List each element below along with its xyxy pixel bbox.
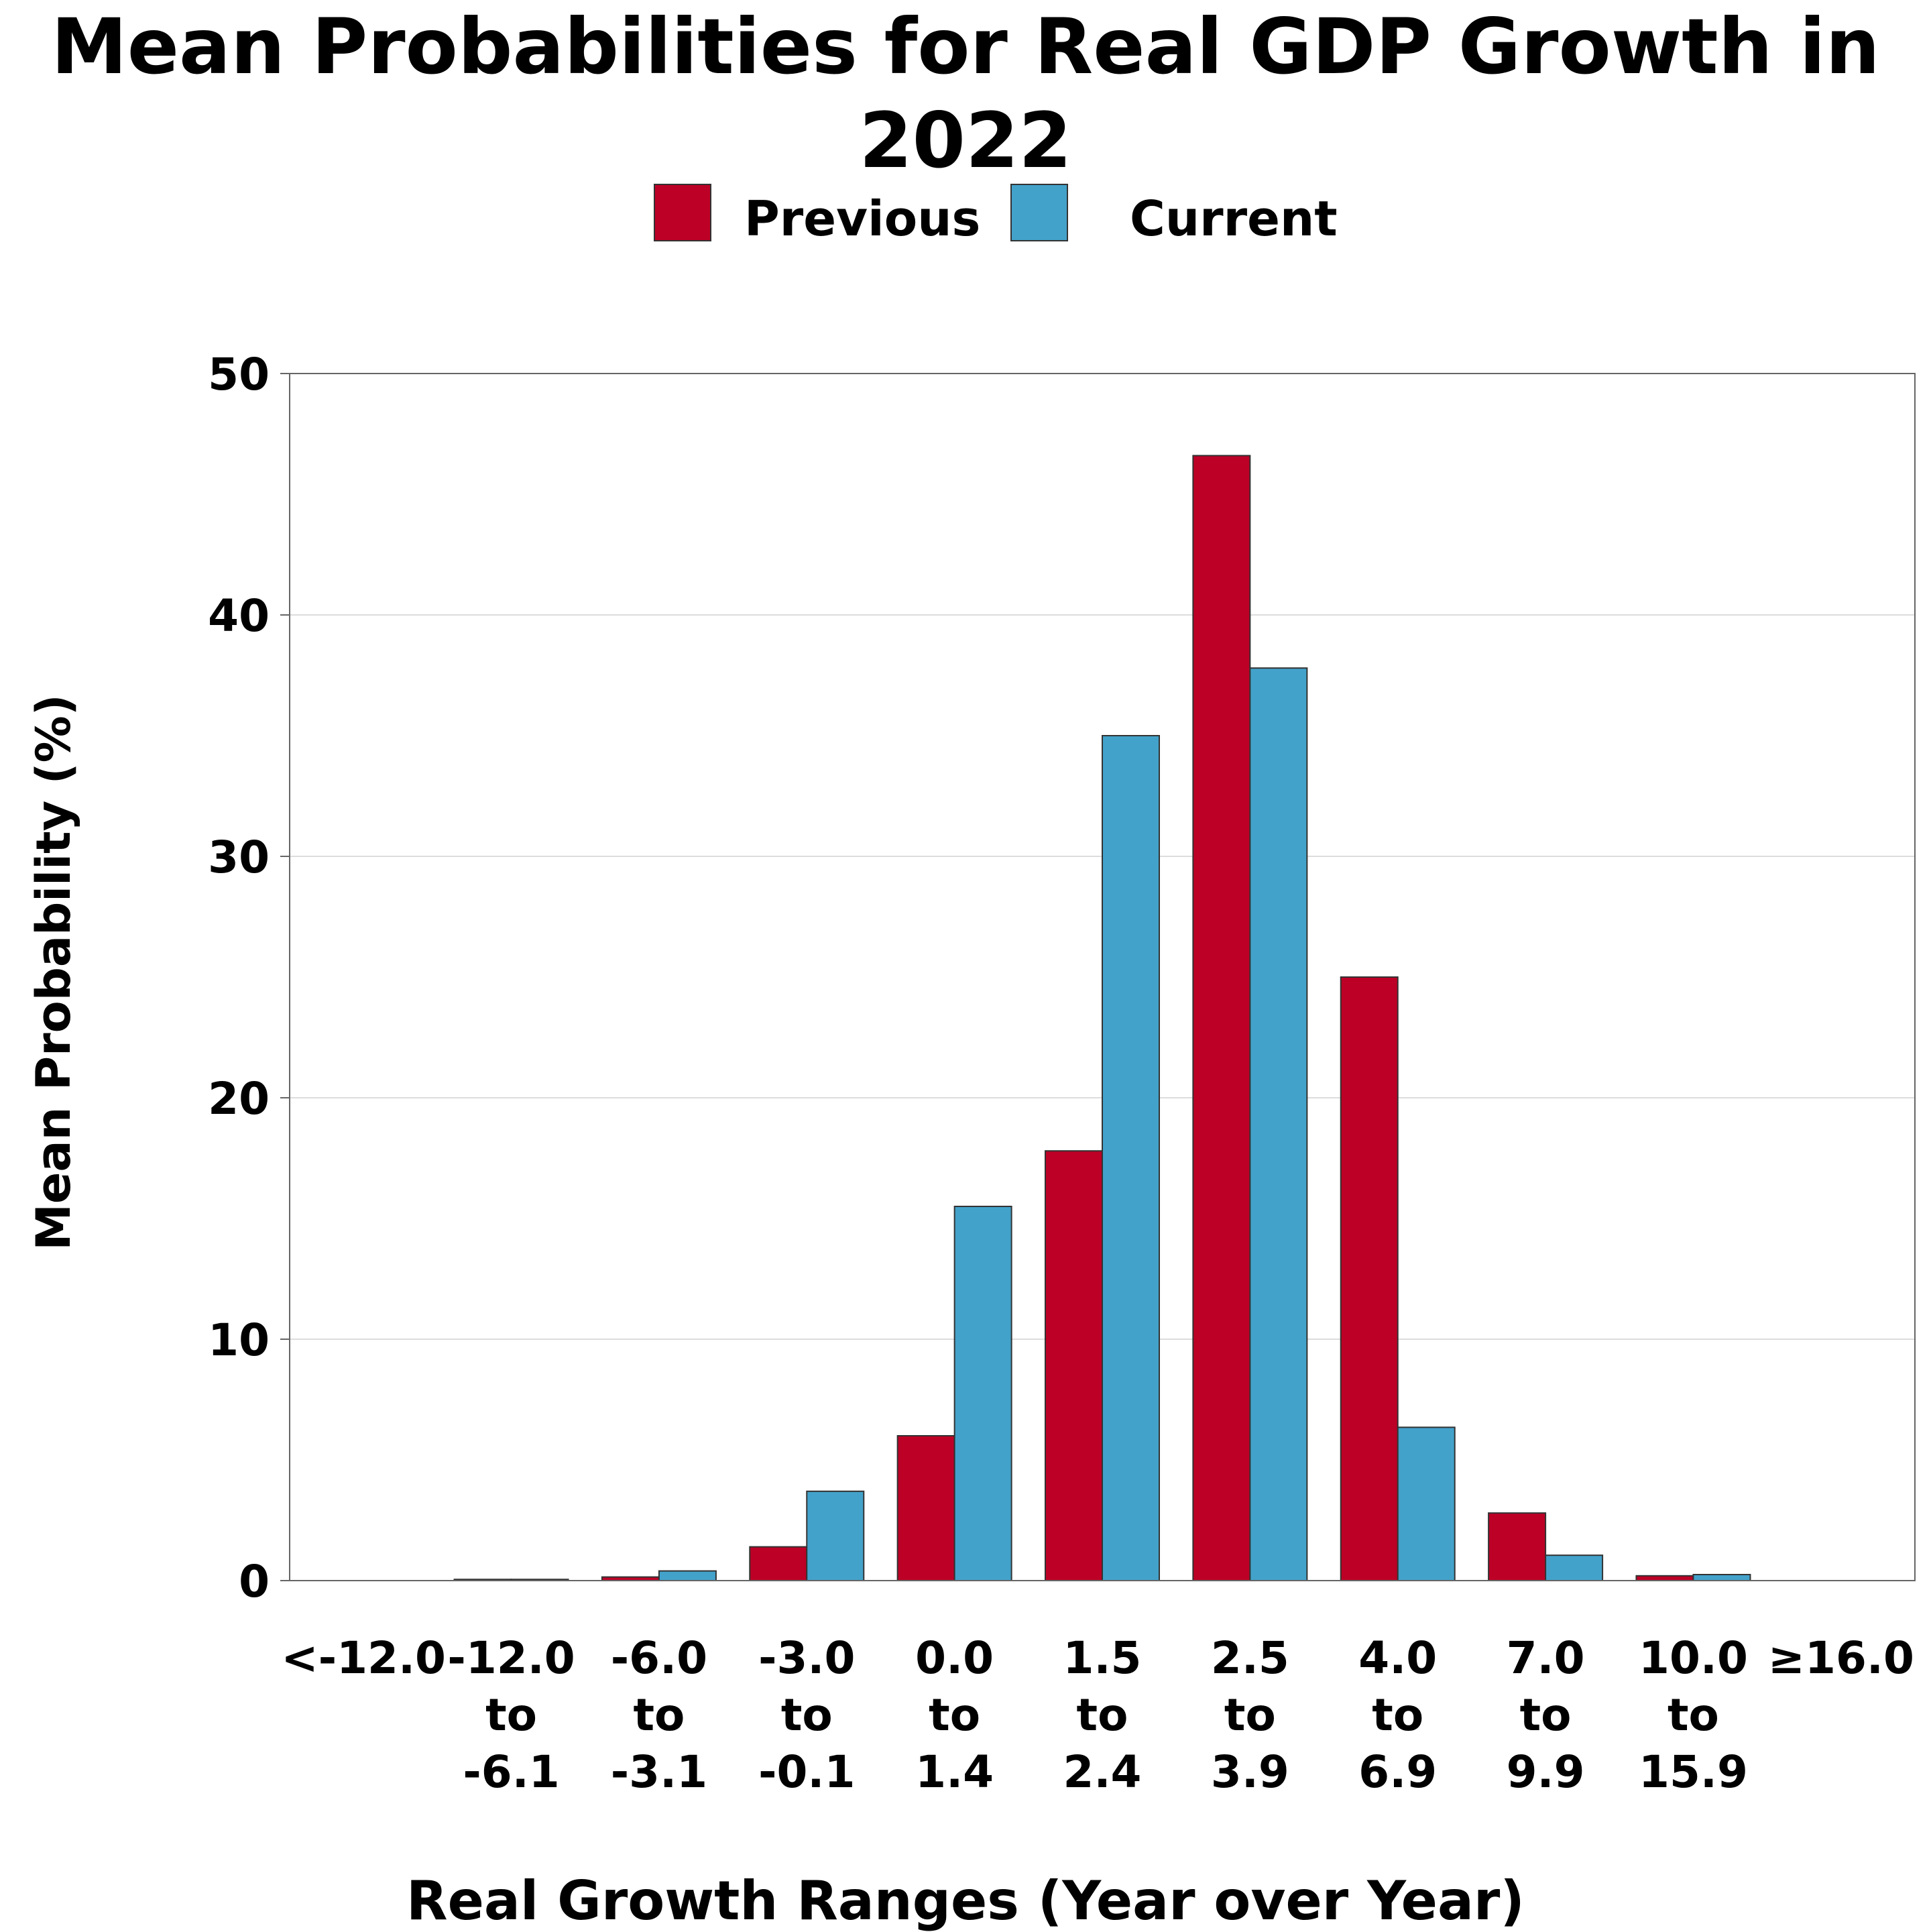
x-tick-label: 4.0 to 6.9 <box>1358 1632 1437 1798</box>
x-tick-label: ≥16.0 <box>1768 1632 1914 1684</box>
legend-swatch-current <box>1010 184 1068 241</box>
x-tick-label: -12.0 to -6.1 <box>447 1632 575 1798</box>
legend-swatch-previous <box>654 184 711 241</box>
x-tick-label-line: 0.0 <box>915 1632 994 1684</box>
bar-current-5 <box>1102 735 1160 1581</box>
x-tick-label-line: 7.0 <box>1507 1632 1585 1684</box>
y-tick-label: 40 <box>208 590 270 642</box>
bar-current-8 <box>1545 1554 1604 1581</box>
x-tick-label-line: to <box>1077 1689 1128 1741</box>
x-tick-label-line: -3.1 <box>611 1746 707 1798</box>
y-tick-label: 50 <box>208 349 270 400</box>
y-tick-label: 0 <box>239 1556 270 1607</box>
x-tick-label: 10.0 to 15.9 <box>1639 1632 1748 1798</box>
x-tick-label-line: -12.0 <box>447 1632 575 1684</box>
y-tick-label: 20 <box>208 1073 270 1125</box>
x-tick-label-line: to <box>781 1689 833 1741</box>
x-tick-label: <-12.0 <box>281 1632 446 1684</box>
bar-current-9 <box>1692 1574 1751 1581</box>
bar-current-3 <box>806 1490 865 1582</box>
x-tick-label-line: to <box>485 1689 537 1741</box>
bar-previous-9 <box>1635 1575 1694 1582</box>
bar-current-2 <box>658 1570 717 1582</box>
x-tick-label-line: -3.0 <box>758 1632 855 1684</box>
x-tick-label-line: <-12.0 <box>281 1632 446 1684</box>
bar-previous-3 <box>749 1546 808 1582</box>
x-axis-label: Real Growth Ranges (Year over Year) <box>406 1870 1525 1932</box>
y-tick-label: 30 <box>208 832 270 883</box>
x-tick-label-line: 2.5 <box>1211 1632 1289 1684</box>
bar-previous-8 <box>1488 1512 1547 1581</box>
x-tick-label-line: -6.1 <box>463 1746 559 1798</box>
x-tick-label-line: 6.9 <box>1358 1746 1437 1798</box>
x-tick-label-line: to <box>633 1689 685 1741</box>
x-tick-label-line: to <box>1667 1689 1719 1741</box>
chart-title: Mean Probabilities for Real GDP Growth i… <box>51 2 1880 185</box>
x-tick-label-line: 4.0 <box>1358 1632 1437 1684</box>
y-axis: 0 10 20 30 40 50 <box>208 349 290 1607</box>
bar-current-4 <box>953 1206 1012 1581</box>
x-tick-label-line: to <box>1224 1689 1276 1741</box>
plot-frame <box>289 373 1916 1581</box>
bars <box>453 455 1751 1582</box>
x-tick-label-line: -6.0 <box>611 1632 707 1684</box>
x-axis: <-12.0 -12.0 to -6.1-6.0 to -3.1-3.0 to -0.10.0… <box>281 1632 1914 1798</box>
x-tick-label-line: to <box>929 1689 980 1741</box>
bar-previous-6 <box>1192 455 1251 1581</box>
x-tick-label: 1.5 to 2.4 <box>1063 1632 1142 1798</box>
bar-previous-4 <box>896 1435 955 1581</box>
bar-current-6 <box>1249 667 1308 1582</box>
legend-label-current: Current <box>1130 190 1338 247</box>
x-tick-label-line: 10.0 <box>1639 1632 1748 1684</box>
legend-label-previous: Previous <box>744 190 981 247</box>
x-tick-label-line: to <box>1372 1689 1423 1741</box>
bar-previous-5 <box>1045 1150 1103 1581</box>
x-tick-label-line: 2.4 <box>1063 1746 1142 1798</box>
legend: Previous Current <box>0 180 1931 247</box>
bar-previous-7 <box>1340 976 1399 1581</box>
x-tick-label-line: to <box>1520 1689 1572 1741</box>
x-tick-label: 2.5 to 3.9 <box>1211 1632 1289 1798</box>
x-tick-label-line: -0.1 <box>758 1746 855 1798</box>
x-tick-label: 7.0 to 9.9 <box>1507 1632 1585 1798</box>
x-tick-label: 0.0 to 1.4 <box>915 1632 994 1798</box>
bar-current-7 <box>1397 1426 1456 1581</box>
y-axis-label: Mean Probability (%) <box>26 694 81 1251</box>
x-tick-label-line: 1.4 <box>915 1746 994 1798</box>
x-tick-label: -3.0 to -0.1 <box>758 1632 855 1798</box>
x-tick-label-line: 3.9 <box>1211 1746 1289 1798</box>
y-tick-label: 10 <box>208 1314 270 1366</box>
x-tick-label-line: 9.9 <box>1507 1746 1585 1798</box>
x-tick-label: -6.0 to -3.1 <box>611 1632 707 1798</box>
x-tick-label-line: 1.5 <box>1063 1632 1142 1684</box>
x-tick-label-line: 15.9 <box>1639 1746 1748 1798</box>
x-tick-label-line: ≥16.0 <box>1768 1632 1914 1684</box>
